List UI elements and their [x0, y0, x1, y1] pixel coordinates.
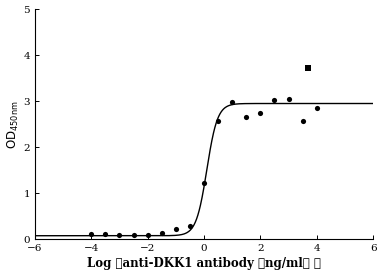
Point	[187, 223, 193, 228]
Point	[272, 98, 278, 102]
Point	[159, 231, 165, 236]
Point	[145, 233, 151, 237]
X-axis label: Log （anti-DKK1 antibody （ng/ml） ）: Log （anti-DKK1 antibody （ng/ml） ）	[87, 258, 321, 270]
Point	[131, 233, 137, 237]
Point	[173, 227, 179, 232]
Point	[102, 232, 108, 236]
Point	[285, 97, 291, 101]
Point	[215, 118, 221, 123]
Point	[257, 110, 264, 115]
Point	[305, 66, 311, 70]
Point	[229, 99, 235, 104]
Point	[243, 115, 249, 120]
Point	[299, 118, 306, 123]
Point	[117, 233, 123, 237]
Point	[314, 106, 320, 110]
Point	[88, 232, 94, 236]
Point	[201, 181, 207, 185]
Y-axis label: $\mathrm{OD_{450nm}}$: $\mathrm{OD_{450nm}}$	[6, 100, 21, 148]
